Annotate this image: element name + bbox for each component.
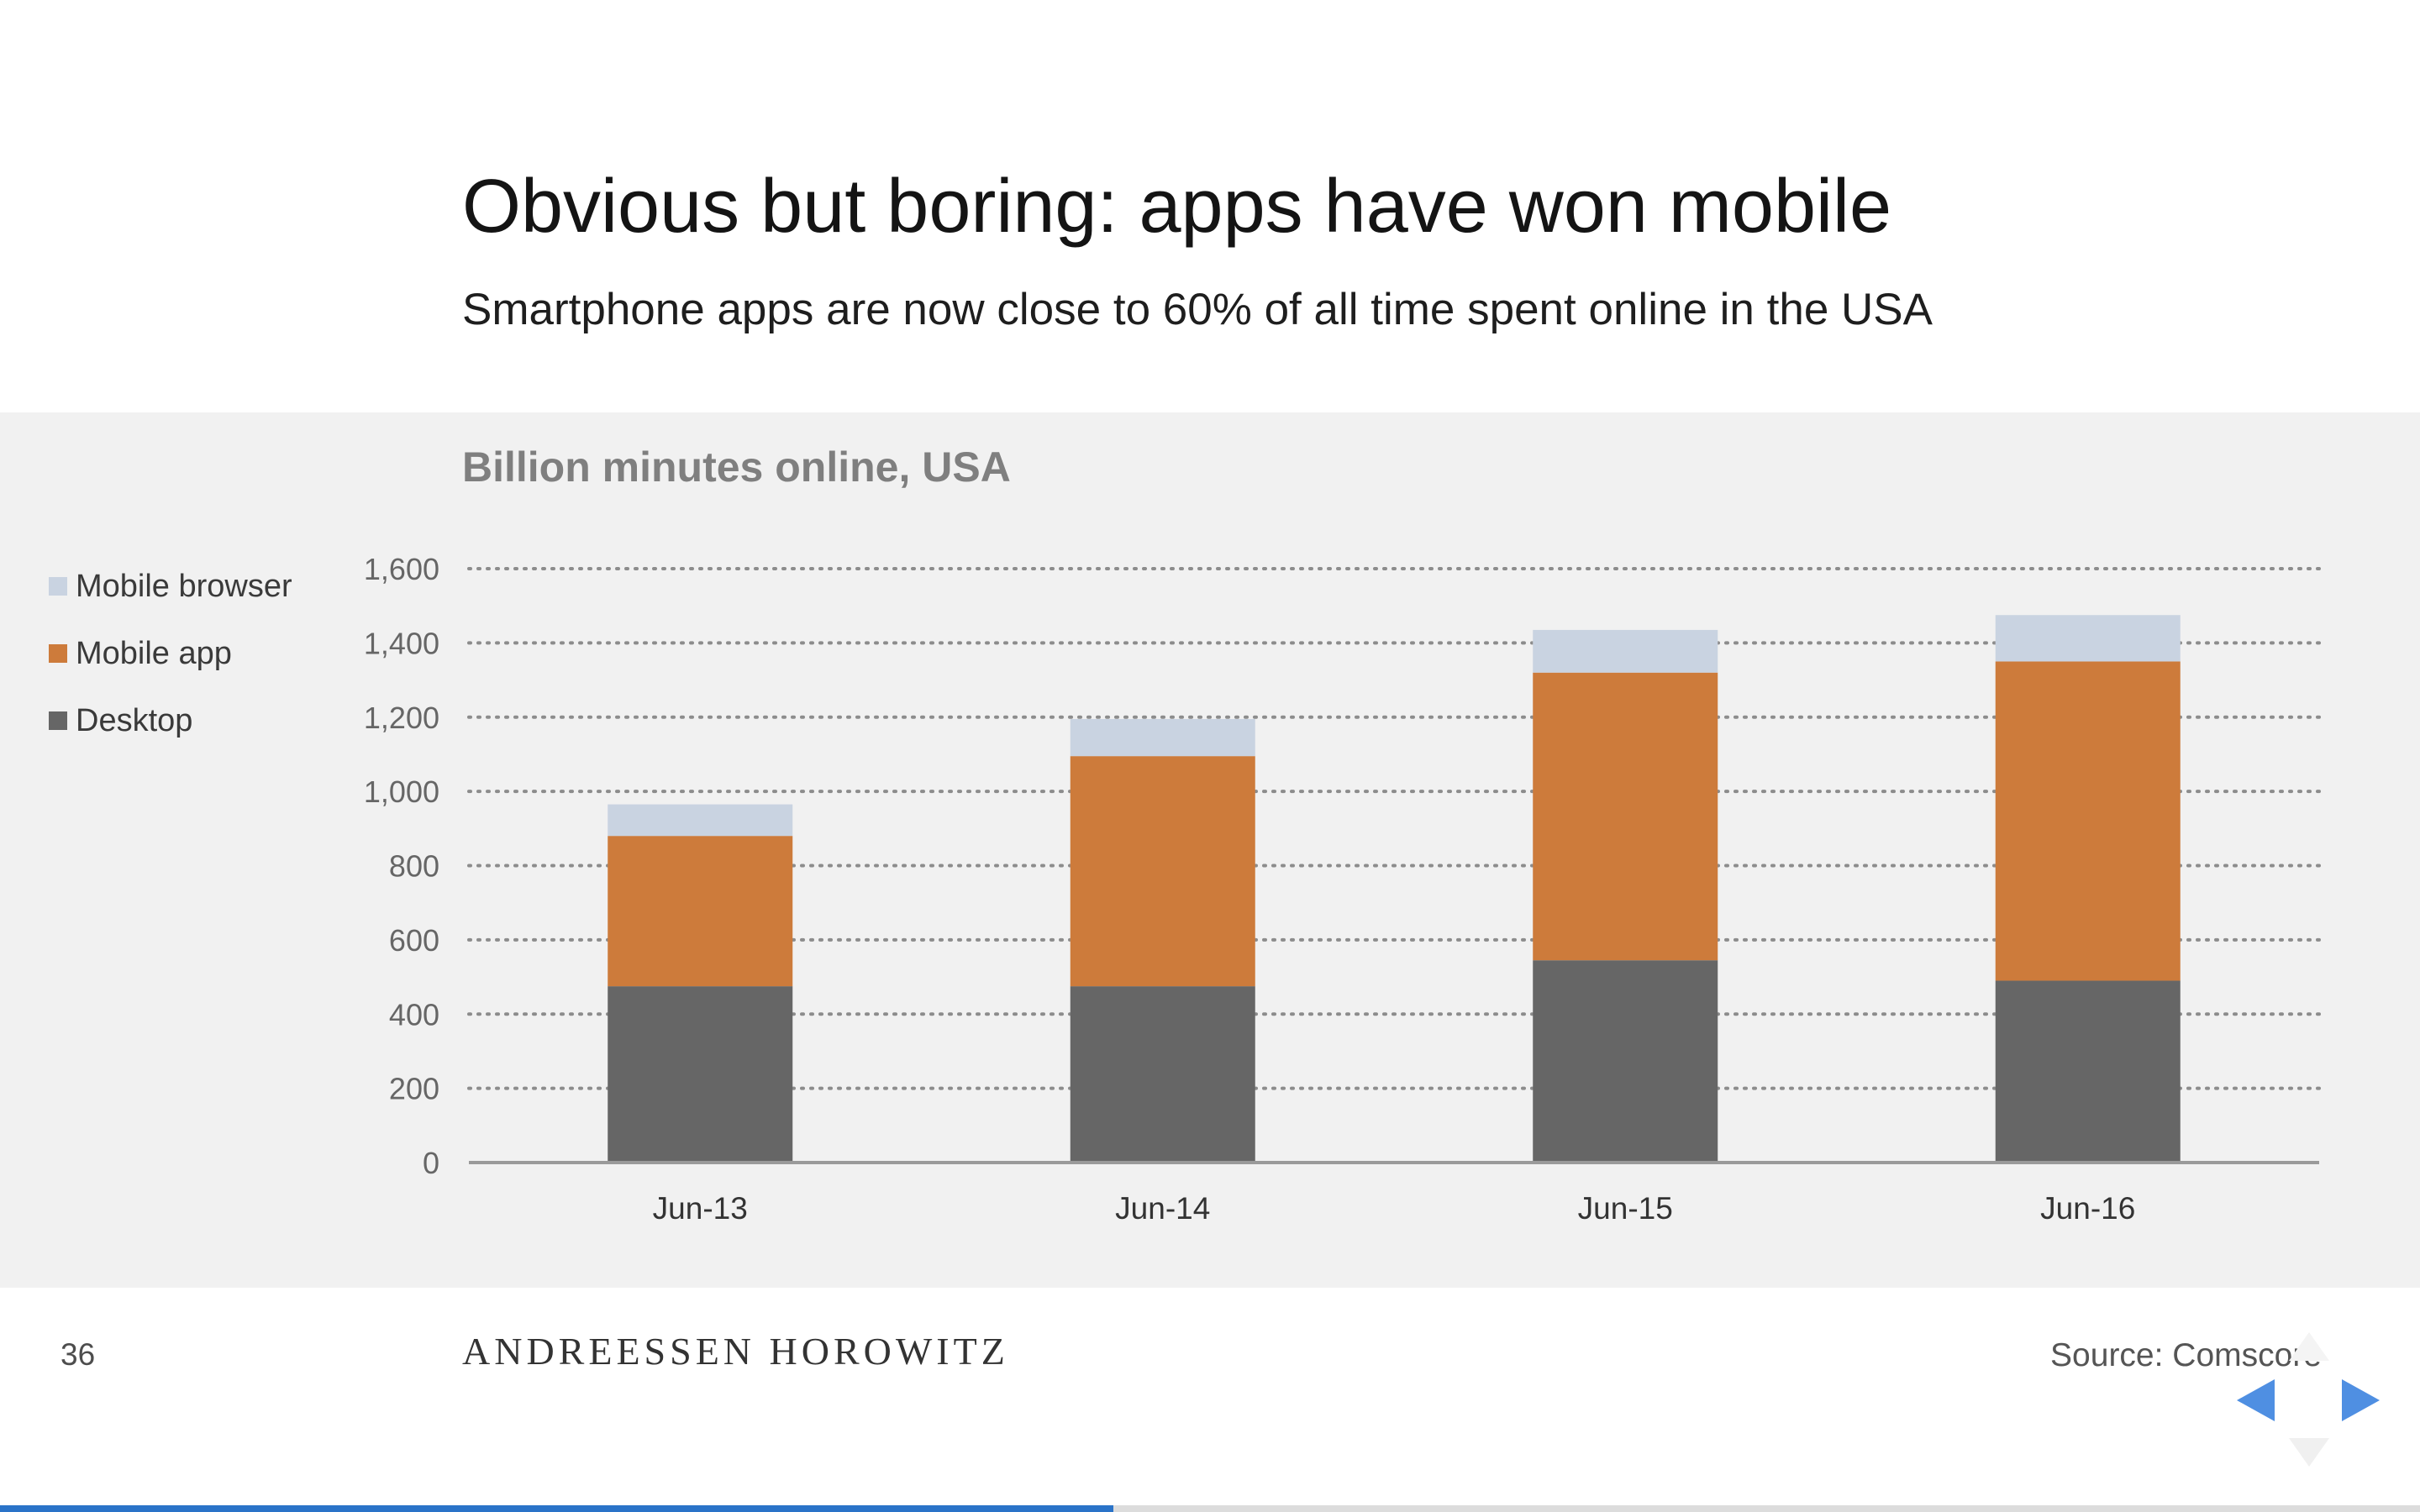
slide-subtitle: Smartphone apps are now close to 60% of … bbox=[462, 285, 1933, 334]
y-tick-label: 600 bbox=[389, 923, 439, 958]
x-tick-label: Jun-14 bbox=[1115, 1191, 1210, 1226]
legend-swatch-mobile-app bbox=[49, 644, 67, 663]
bar-desktop-jun-14 bbox=[1070, 986, 1255, 1163]
legend-label-mobile-browser: Mobile browser bbox=[76, 568, 292, 604]
bar-mobile-app-jun-13 bbox=[608, 836, 793, 987]
y-tick-label: 800 bbox=[389, 849, 439, 884]
source-note: Source: Comscore bbox=[2050, 1337, 2322, 1373]
nav-prev-icon[interactable] bbox=[2237, 1379, 2275, 1421]
legend-item-mobile-browser: Mobile browser bbox=[49, 553, 292, 620]
bar-mobile-browser-jun-14 bbox=[1070, 718, 1255, 757]
bar-desktop-jun-15 bbox=[1533, 960, 1718, 1163]
legend-label-desktop: Desktop bbox=[76, 702, 193, 738]
slide-title: Obvious but boring: apps have won mobile bbox=[462, 165, 1892, 249]
x-tick-label: Jun-13 bbox=[653, 1191, 748, 1226]
page-number: 36 bbox=[60, 1337, 96, 1372]
y-tick-label: 1,200 bbox=[364, 701, 439, 735]
y-tick-label: 200 bbox=[389, 1072, 439, 1106]
chart-title: Billion minutes online, USA bbox=[462, 444, 1011, 491]
bar-desktop-jun-16 bbox=[1995, 980, 2181, 1163]
bar-mobile-app-jun-16 bbox=[1995, 661, 2181, 981]
legend-item-desktop: Desktop bbox=[49, 687, 292, 754]
x-tick-label: Jun-16 bbox=[2040, 1191, 2135, 1226]
legend-swatch-desktop bbox=[49, 711, 67, 730]
bar-mobile-app-jun-14 bbox=[1070, 756, 1255, 987]
nav-next-icon[interactable] bbox=[2342, 1379, 2380, 1421]
progress-fill bbox=[0, 1505, 1113, 1512]
bar-desktop-jun-13 bbox=[608, 986, 793, 1163]
y-tick-label: 400 bbox=[389, 997, 439, 1032]
bar-mobile-browser-jun-13 bbox=[608, 804, 793, 837]
chart-legend: Mobile browser Mobile app Desktop bbox=[49, 553, 292, 754]
y-tick-label: 1,400 bbox=[364, 626, 439, 660]
brand-logo: ANDREESSEN HOROWITZ bbox=[462, 1330, 1009, 1373]
bar-mobile-app-jun-15 bbox=[1533, 672, 1718, 961]
x-tick-label: Jun-15 bbox=[1578, 1191, 1673, 1226]
bar-mobile-browser-jun-15 bbox=[1533, 629, 1718, 673]
legend-label-mobile-app: Mobile app bbox=[76, 635, 232, 671]
y-tick-label: 1,600 bbox=[364, 552, 439, 586]
y-tick-label: 0 bbox=[423, 1146, 439, 1180]
legend-swatch-mobile-browser bbox=[49, 577, 67, 596]
bar-mobile-browser-jun-16 bbox=[1995, 615, 2181, 662]
progress-bar bbox=[0, 1505, 2420, 1512]
y-tick-label: 1,000 bbox=[364, 774, 439, 809]
nav-up-icon[interactable] bbox=[2289, 1332, 2329, 1361]
legend-item-mobile-app: Mobile app bbox=[49, 620, 292, 687]
nav-down-icon[interactable] bbox=[2289, 1438, 2329, 1467]
